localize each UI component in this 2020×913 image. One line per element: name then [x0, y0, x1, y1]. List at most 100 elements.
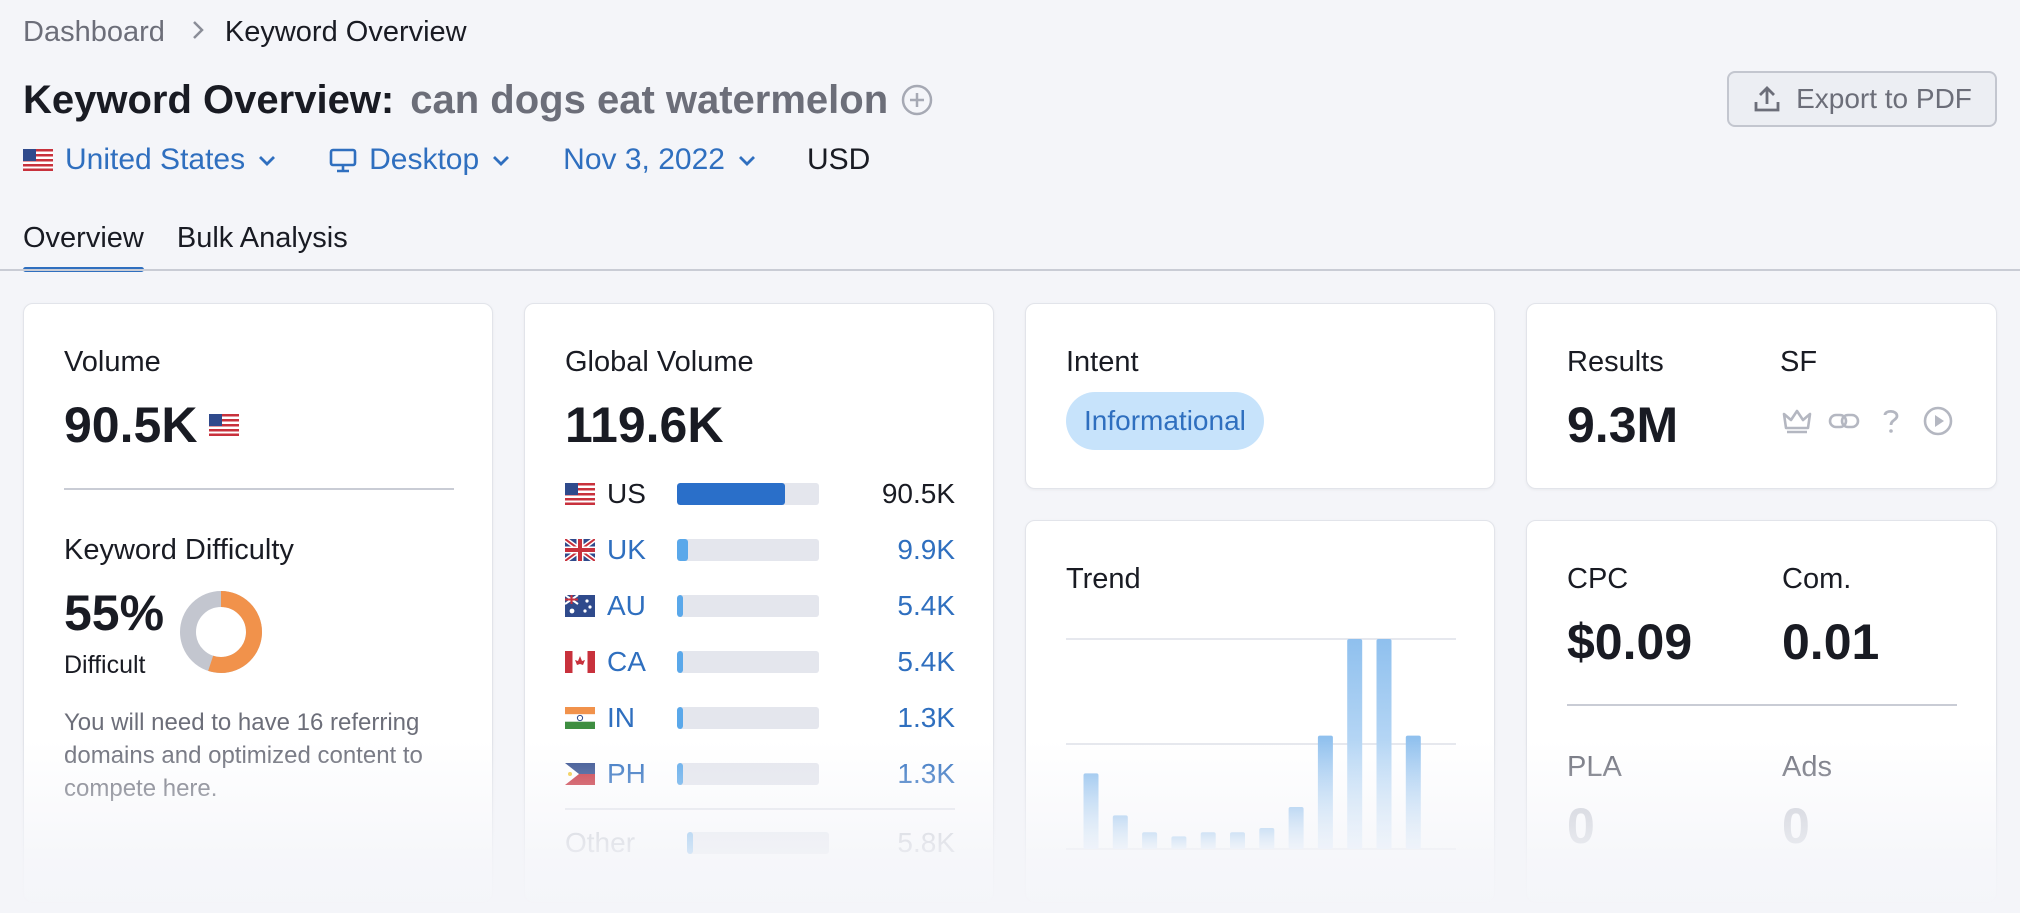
trend-bar	[1259, 828, 1275, 849]
au-flag-icon	[565, 595, 595, 617]
other-label: Other	[565, 827, 636, 858]
global-volume-card: Global Volume 119.6K US 90.5K UK 9.9K AU…	[524, 303, 994, 903]
global-volume-divider	[565, 808, 955, 810]
country-row-au[interactable]: AU 5.4K	[565, 588, 955, 624]
tabs-divider	[0, 269, 2020, 271]
add-keyword-icon[interactable]	[900, 83, 934, 117]
trend-bar	[1288, 807, 1304, 849]
trend-card: Trend	[1025, 520, 1495, 903]
trend-bar	[1083, 773, 1099, 849]
country-volume-value: 5.4K	[897, 590, 955, 621]
country-row-ph[interactable]: PH 1.3K	[565, 756, 955, 792]
country-row-other: Other 5.8K	[565, 825, 955, 861]
ph-flag-icon	[565, 763, 595, 785]
intent-card: Intent Informational	[1025, 303, 1495, 489]
export-pdf-button[interactable]: Export to PDF	[1727, 71, 1997, 127]
us-flag-icon	[209, 414, 240, 436]
country-code: CA	[607, 646, 646, 677]
trend-bar	[1230, 832, 1245, 849]
serp-features-label: SF	[1780, 346, 1818, 378]
trend-bar	[1142, 832, 1158, 849]
pla-value: 0	[1567, 798, 1595, 854]
country-code: UK	[607, 534, 646, 565]
keyword-difficulty-description: You will need to have 16 referring domai…	[64, 709, 423, 802]
video-play-icon[interactable]	[1921, 404, 1955, 438]
date-select-label: Nov 3, 2022	[563, 143, 725, 176]
trend-label: Trend	[1066, 563, 1141, 595]
breadcrumb: Dashboard Keyword Overview	[23, 14, 467, 50]
country-volume-bar	[677, 595, 819, 617]
country-volume-bar	[677, 483, 819, 505]
chevron-down-icon	[737, 153, 757, 167]
donut-fill	[180, 591, 262, 673]
country-volume-bar	[677, 763, 819, 785]
country-volume-bar	[687, 832, 829, 854]
breadcrumb-chevron-icon	[191, 17, 205, 48]
trend-bar	[1200, 832, 1216, 849]
crown-icon[interactable]	[1780, 404, 1814, 438]
pla-label: PLA	[1567, 751, 1622, 783]
us-flag-icon	[23, 149, 53, 171]
country-volume-fill	[677, 539, 689, 561]
country-volume-fill	[677, 483, 785, 505]
country-volume-fill	[687, 832, 694, 854]
country-volume-fill	[677, 763, 684, 785]
country-code: AU	[607, 590, 646, 621]
country-volume-fill	[677, 707, 684, 729]
trend-bar	[1171, 836, 1187, 849]
tab-bulk-analysis[interactable]: Bulk Analysis	[176, 222, 348, 254]
trend-bar	[1376, 639, 1392, 849]
intent-label: Intent	[1066, 346, 1139, 378]
country-row-ca[interactable]: CA 5.4K	[565, 644, 955, 680]
keyword-difficulty-label: Keyword Difficulty	[64, 534, 294, 566]
keyword-difficulty-level: Difficult	[64, 651, 146, 679]
upload-icon	[1752, 84, 1782, 114]
country-code: US	[607, 478, 646, 509]
trend-bar	[1347, 639, 1363, 849]
breadcrumb-current: Keyword Overview	[224, 15, 467, 48]
country-volume-bar	[677, 651, 819, 673]
in-flag-icon	[565, 707, 595, 729]
date-select[interactable]: Nov 3, 2022	[563, 143, 757, 177]
device-select-label: Desktop	[369, 143, 480, 176]
competition-label: Com.	[1782, 563, 1852, 595]
question-icon[interactable]	[1874, 404, 1908, 438]
volume-label: Volume	[64, 346, 161, 378]
difficulty-donut-chart	[179, 590, 263, 674]
country-volume-value: 90.5K	[881, 478, 955, 509]
breadcrumb-dashboard-link[interactable]: Dashboard	[23, 15, 165, 48]
global-volume-value: 119.6K	[565, 397, 724, 453]
page-title-keyword: can dogs eat watermelon	[410, 77, 889, 122]
filters-bar: United States Desktop Nov 3, 2022 USD	[23, 138, 870, 182]
volume-card: Volume 90.5K Keyword Difficulty 55% Diff…	[23, 303, 493, 903]
country-row-uk[interactable]: UK 9.9K	[565, 532, 955, 568]
results-label: Results	[1567, 346, 1664, 378]
trend-bar	[1317, 735, 1333, 849]
country-volume-value: 5.4K	[897, 646, 955, 677]
cpc-value: $0.09	[1567, 614, 1693, 670]
ca-flag-icon	[565, 651, 595, 673]
trend-bar	[1112, 815, 1128, 849]
chevron-down-icon	[257, 153, 277, 167]
country-code: IN	[607, 702, 635, 733]
country-select[interactable]: United States	[23, 143, 277, 177]
us-flag-icon	[565, 483, 595, 505]
other-volume-value: 5.8K	[897, 827, 955, 858]
country-select-label: United States	[65, 143, 246, 176]
ads-value: 0	[1782, 798, 1810, 854]
device-select[interactable]: Desktop	[329, 143, 511, 177]
volume-value-row: 90.5K	[64, 396, 240, 454]
volume-divider	[64, 488, 454, 490]
tab-overview[interactable]: Overview	[23, 222, 144, 272]
country-volume-bar	[677, 539, 819, 561]
country-code: PH	[607, 758, 646, 789]
desktop-icon	[329, 146, 357, 174]
country-row-us[interactable]: US 90.5K	[565, 476, 955, 512]
chevron-down-icon	[491, 153, 511, 167]
country-volume-value: 1.3K	[897, 758, 955, 789]
export-pdf-label: Export to PDF	[1796, 83, 1972, 114]
trend-chart	[1066, 638, 1456, 850]
country-row-in[interactable]: IN 1.3K	[565, 700, 955, 736]
cpc-label: CPC	[1567, 563, 1629, 595]
link-icon[interactable]	[1827, 404, 1861, 438]
